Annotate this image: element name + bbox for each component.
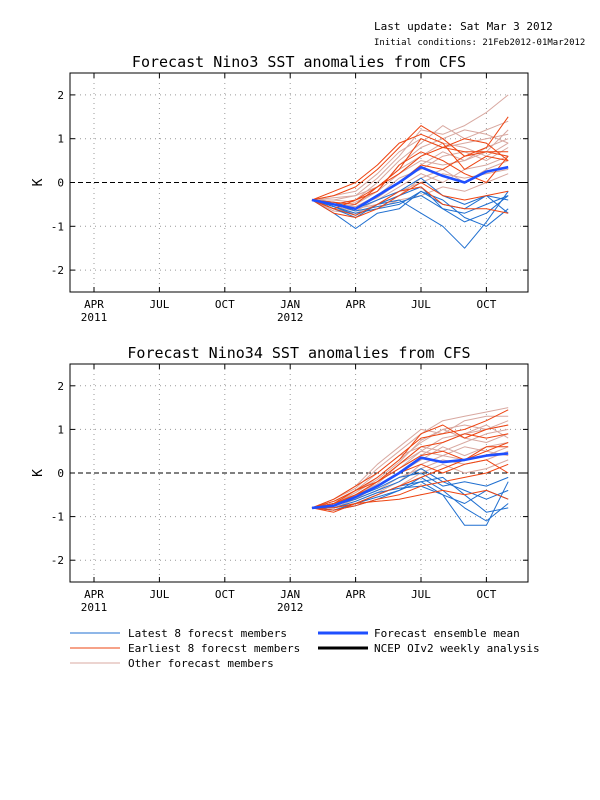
x-tick-label: JUL — [149, 588, 169, 601]
other-member-line — [311, 407, 509, 509]
x-tick-label: APR — [84, 588, 104, 601]
x-tick-label: JUL — [149, 298, 169, 311]
other-member-line — [312, 94, 509, 201]
latest-member-line — [311, 191, 509, 249]
legend-earliest-label: Earliest 8 forecst members — [128, 642, 300, 655]
mean-member-line — [311, 165, 509, 211]
x-tick-label: APR — [346, 588, 366, 601]
legend-other-label: Other forecast members — [128, 657, 274, 670]
y-tick-label: -2 — [51, 264, 64, 277]
chart-title: Forecast Nino3 SST anomalies from CFS — [132, 53, 466, 71]
x-tick-label: JUL — [411, 588, 431, 601]
legend-mean-label: Forecast ensemble mean — [374, 627, 520, 640]
legend-analysis-label: NCEP OIv2 weekly analysis — [374, 642, 540, 655]
x-tick-label: APR — [346, 298, 366, 311]
earliest-member-line — [311, 463, 509, 511]
x-tick-label: JAN — [280, 298, 300, 311]
chart-title: Forecast Nino34 SST anomalies from CFS — [127, 344, 470, 362]
latest-member-line — [311, 190, 509, 229]
latest-member-line — [312, 485, 509, 509]
x-tick-label: OCT — [476, 298, 496, 311]
x-tick-label: OCT — [215, 298, 235, 311]
y-tick-label: 0 — [57, 467, 64, 480]
x-tick-label: JUL — [411, 298, 431, 311]
y-tick-label: -2 — [51, 554, 64, 567]
x-tick-label: APR — [84, 298, 104, 311]
y-tick-label: 0 — [57, 177, 64, 190]
x-tick-label: OCT — [215, 588, 235, 601]
y-tick-label: 2 — [57, 380, 64, 393]
earliest-member-line — [311, 133, 509, 201]
x-year-label: 2012 — [277, 601, 304, 614]
latest-member-line — [311, 186, 509, 223]
earliest-member-line — [311, 409, 509, 509]
x-tick-label: OCT — [476, 588, 496, 601]
x-year-label: 2012 — [277, 311, 304, 324]
last-update-text: Last update: Sat Mar 3 2012 — [374, 20, 553, 33]
earliest-member-line — [311, 138, 509, 205]
legend: Latest 8 forecst members Earliest 8 fore… — [70, 627, 540, 670]
x-tick-label: JAN — [280, 588, 300, 601]
earliest-member-line — [312, 489, 509, 509]
y-axis-label: K — [31, 469, 46, 477]
y-axis-label: K — [31, 178, 46, 186]
initial-conditions-text: Initial conditions: 21Feb2012-01Mar2012 — [374, 38, 585, 48]
y-tick-label: -1 — [51, 511, 64, 524]
y-tick-label: 1 — [57, 423, 64, 436]
earliest-member-line — [311, 459, 509, 509]
latest-member-line — [311, 190, 509, 214]
legend-latest-label: Latest 8 forecst members — [128, 627, 287, 640]
y-tick-label: 1 — [57, 133, 64, 146]
y-tick-label: -1 — [51, 220, 64, 233]
latest-member-line — [311, 476, 509, 513]
earliest-member-line — [311, 424, 509, 509]
earliest-member-line — [311, 446, 509, 509]
nino3-chart: Forecast Nino3 SST anomalies from CFS 2 1 0… — [31, 53, 529, 324]
mean-member-line — [311, 452, 509, 510]
earliest-member-line — [311, 186, 509, 216]
nino34-chart: Forecast Nino34 SST anomalies from CFS 2 1… — [31, 344, 529, 614]
other-member-line — [311, 155, 509, 212]
other-member-line — [312, 129, 509, 203]
x-year-label: 2011 — [81, 311, 108, 324]
y-tick-label: 2 — [57, 89, 64, 102]
earliest-member-line — [311, 138, 509, 205]
x-year-label: 2011 — [81, 601, 108, 614]
